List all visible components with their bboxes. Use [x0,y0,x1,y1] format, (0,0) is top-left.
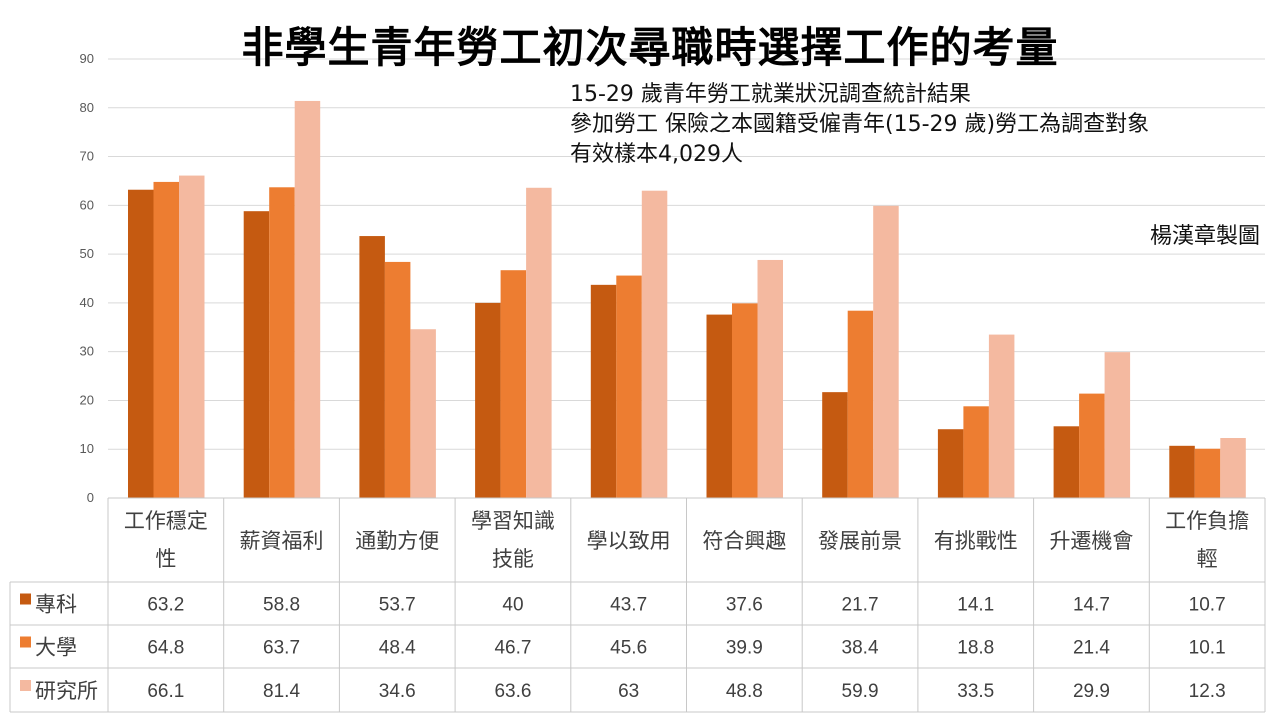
bar-大學 [1194,448,1221,498]
data-table-value: 40 [502,595,523,616]
category-label: 學習知識 [471,510,555,533]
bar-專科 [128,189,154,499]
y-tick-label: 10 [80,441,94,456]
bar-大學 [1079,393,1105,498]
data-table-value: 63.2 [147,595,184,616]
y-tick-label: 70 [80,149,94,164]
category-label: 技能 [492,548,534,571]
category-label: 薪資福利 [240,530,324,553]
chart-title: 非學生青年勞工初次尋職時選擇工作的考量 [241,23,1059,72]
bar-研究所 [526,187,552,499]
legend-label: 大學 [35,637,77,660]
bar-研究所 [1220,438,1246,498]
category-label: 工作穩定 [124,510,208,533]
data-table-value: 46.7 [494,638,531,659]
data-table-value: 34.6 [379,681,416,702]
bar-研究所 [757,259,783,498]
bar-專科 [1169,445,1195,498]
data-table-value: 45.6 [610,638,647,659]
bar-大學 [500,270,527,498]
data-table-value: 48.4 [379,638,416,659]
y-tick-label: 80 [80,100,94,115]
category-label: 工作負擔 [1165,510,1249,533]
category-label: 有挑戰性 [934,530,1018,553]
credit-text: 楊漢章製圖 [1149,224,1260,249]
data-table-value: 14.1 [957,595,994,616]
data-table-value: 14.7 [1073,595,1110,616]
category-label: 性 [155,548,176,571]
subtitle-line-3: 有效樣本4,029人 [570,142,743,167]
bar-專科 [243,211,270,499]
bar-大學 [732,303,758,498]
data-table-value: 29.9 [1073,681,1110,702]
data-table-value: 48.8 [726,681,763,702]
subtitle-line-1: 15-29 歲青年勞工就業狀況調查統計結果 [570,82,971,107]
data-table-value: 81.4 [263,681,300,702]
bar-專科 [590,284,617,498]
category-label: 輕 [1197,548,1218,571]
data-table-value: 59.9 [842,681,879,702]
bar-專科 [937,429,964,498]
bar-研究所 [294,100,321,499]
legend-label: 專科 [35,594,77,617]
y-tick-label: 90 [80,51,94,66]
data-table-value: 39.9 [726,638,763,659]
bar-大學 [963,406,989,498]
data-table-value: 12.3 [1189,681,1226,702]
data-table-value: 18.8 [957,638,994,659]
data-table-value: 63 [618,681,639,702]
data-table-value: 33.5 [957,681,994,702]
legend-swatch-研究所 [20,680,31,691]
data-table-value: 10.1 [1189,638,1226,659]
y-tick-label: 50 [80,246,94,261]
legend-label: 研究所 [35,680,98,703]
bar-大學 [153,181,179,499]
data-table-value: 63.7 [263,638,300,659]
y-tick-label: 20 [80,392,94,407]
subtitle-line-2: 參加勞工 保險之本國籍受僱青年(15-29 歲)勞工為調查對象 [570,112,1150,137]
data-table-value: 64.8 [147,638,184,659]
y-tick-label: 0 [87,490,94,505]
y-tick-label: 30 [80,344,94,359]
bar-專科 [822,392,848,498]
bar-專科 [359,236,385,498]
data-table-value: 21.4 [1073,638,1110,659]
legend-swatch-專科 [20,593,31,605]
data-table-value: 53.7 [379,595,416,616]
data-table-value: 38.4 [842,638,879,659]
category-label: 升遷機會 [1049,530,1133,553]
bar-研究所 [873,205,899,498]
bar-研究所 [1104,352,1131,498]
category-label: 符合興趣 [702,530,786,553]
bar-大學 [384,261,411,498]
legend-swatch-大學 [20,636,31,648]
bar-專科 [475,302,501,498]
category-label: 發展前景 [818,530,902,553]
data-table-value: 21.7 [842,595,879,616]
data-table-value: 63.6 [494,681,531,702]
y-tick-label: 60 [80,197,94,212]
bar-研究所 [641,190,668,498]
bar-專科 [706,314,732,498]
data-table-value: 58.8 [263,595,300,616]
bar-研究所 [410,329,436,498]
bar-研究所 [988,334,1015,498]
data-table-value: 43.7 [610,595,647,616]
category-label: 學以致用 [587,530,671,553]
bar-大學 [847,310,874,498]
data-table-value: 37.6 [726,595,763,616]
y-tick-label: 40 [80,295,94,310]
data-table-value: 10.7 [1189,595,1226,616]
bar-大學 [616,275,642,498]
data-table-value: 66.1 [147,681,184,702]
bar-專科 [1053,426,1080,498]
bar-大學 [269,187,295,498]
category-label: 通勤方便 [355,530,439,553]
bar-研究所 [179,175,205,498]
